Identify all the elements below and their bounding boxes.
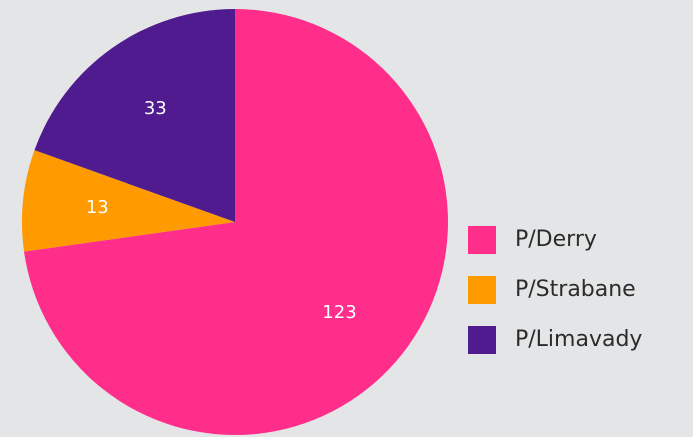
legend-label: P/Strabane (515, 277, 636, 302)
legend-swatch (468, 326, 496, 354)
pie-slice (24, 9, 448, 435)
slice-label: 13 (86, 197, 109, 218)
pie-slice (34, 9, 235, 222)
slice-label: 33 (144, 98, 167, 119)
legend-label: P/Limavady (515, 327, 642, 352)
legend-swatch (468, 276, 496, 304)
slice-label: 123 (322, 302, 356, 323)
pie-slice (22, 150, 236, 252)
legend-swatch (468, 226, 496, 254)
legend-label: P/Derry (515, 227, 597, 252)
